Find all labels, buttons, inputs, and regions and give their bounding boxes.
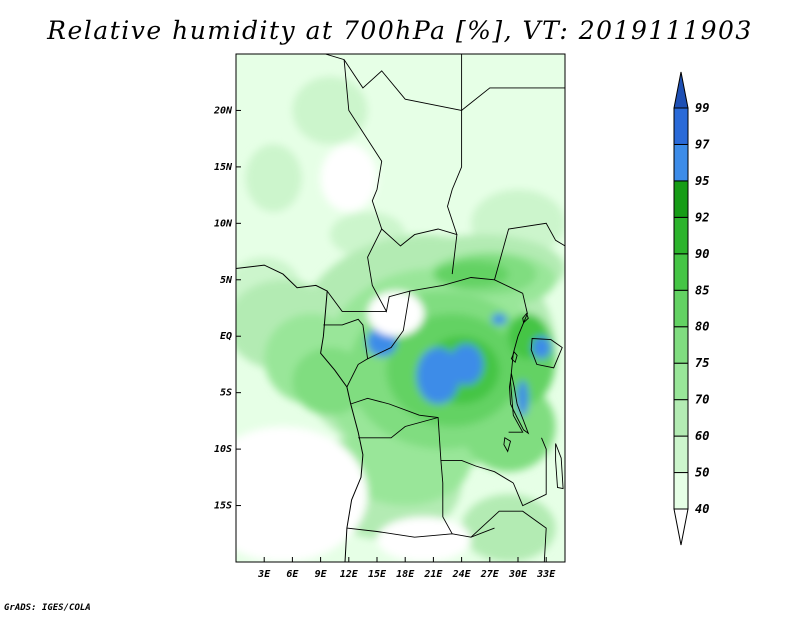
lake-outline bbox=[503, 437, 512, 453]
country-border bbox=[447, 110, 463, 235]
colorbar-label: 95 bbox=[695, 174, 709, 188]
humidity-patch-dry bbox=[377, 516, 471, 562]
colorbar-label: 50 bbox=[695, 466, 709, 480]
country-border bbox=[512, 437, 547, 507]
lat-label: 15S bbox=[214, 501, 232, 512]
colorbar-segment bbox=[673, 435, 689, 474]
lon-label: 6E bbox=[286, 569, 299, 580]
country-border bbox=[470, 510, 547, 562]
lat-label: 5S bbox=[220, 388, 232, 399]
country-border bbox=[461, 87, 565, 111]
map-area bbox=[236, 54, 565, 562]
humidity-patch-dry bbox=[236, 426, 368, 562]
country-border bbox=[494, 222, 565, 280]
colorbar-segment bbox=[673, 143, 689, 182]
lon-label: 18E bbox=[396, 569, 415, 580]
humidity-patch-dry bbox=[320, 144, 377, 213]
lake-outline bbox=[530, 338, 563, 369]
latitude-labels: 20N 15N 10N 5N EQ 5S 10S 15S bbox=[213, 105, 241, 512]
colorbar-label: 70 bbox=[695, 393, 709, 407]
lat-label: 20N bbox=[213, 105, 233, 116]
colorbar-segment bbox=[673, 216, 689, 255]
humidity-patch-l60 bbox=[292, 76, 368, 145]
humidity-patch-blue bbox=[416, 347, 460, 404]
humidity-field bbox=[236, 76, 565, 562]
lake-outline bbox=[509, 373, 530, 435]
lon-label: 3E bbox=[257, 569, 271, 580]
country-border bbox=[367, 291, 411, 360]
humidity-patch-l85 bbox=[433, 260, 509, 288]
humidity-patch-dry bbox=[367, 291, 424, 337]
colorbar-label: 97 bbox=[695, 137, 710, 151]
country-border bbox=[326, 290, 387, 312]
colorbar-label: 92 bbox=[695, 210, 709, 224]
country-border bbox=[323, 318, 369, 388]
country-border bbox=[343, 59, 523, 313]
humidity-patch-blue bbox=[517, 380, 529, 417]
humidity-patch-blue bbox=[449, 344, 484, 385]
grads-credit: GrADS: IGES/COLA bbox=[4, 603, 91, 613]
colorbar: 40 50 60 70 75 80 85 90 92 95 97 99 bbox=[673, 71, 710, 546]
lat-label: 15N bbox=[214, 162, 233, 173]
lon-label: 15E bbox=[368, 569, 387, 580]
country-border bbox=[508, 293, 528, 433]
humidity-patch-blue bbox=[491, 313, 507, 325]
colorbar-segment bbox=[673, 180, 689, 218]
colorbar-label: 40 bbox=[695, 502, 709, 516]
colorbar-segment bbox=[673, 362, 689, 401]
lon-label: 21E bbox=[423, 569, 443, 580]
colorbar-label: 75 bbox=[695, 356, 709, 370]
lon-label: 30E bbox=[508, 569, 528, 580]
country-boundaries bbox=[236, 54, 565, 562]
lat-label: 5N bbox=[220, 275, 233, 286]
lon-label: 33E bbox=[536, 569, 556, 580]
colorbar-label: 85 bbox=[695, 283, 709, 297]
lake-outline bbox=[510, 351, 518, 364]
map-title: Relative humidity at 700hPa [%], VT: 201… bbox=[47, 16, 753, 45]
lat-label: 10N bbox=[214, 218, 233, 229]
colorbar-segment bbox=[673, 399, 689, 437]
country-border bbox=[350, 397, 514, 484]
lat-label: 10S bbox=[214, 444, 232, 455]
colorbar-lower-triangle bbox=[673, 508, 689, 546]
lake-outline bbox=[522, 312, 529, 324]
colorbar-segment bbox=[673, 107, 689, 145]
lon-label: 9E bbox=[315, 569, 328, 580]
map-frame bbox=[235, 53, 566, 563]
colorbar-label: 60 bbox=[695, 429, 709, 443]
lon-label: 24E bbox=[452, 569, 472, 580]
country-border bbox=[346, 527, 495, 538]
colorbar-segment bbox=[673, 253, 689, 291]
lat-label: EQ bbox=[220, 331, 232, 342]
colorbar-segment bbox=[673, 472, 689, 510]
colorbar-label: 90 bbox=[695, 247, 709, 261]
lon-label: 12E bbox=[340, 569, 359, 580]
country-border bbox=[358, 417, 439, 439]
colorbar-segment bbox=[673, 289, 689, 328]
humidity-patch-l70 bbox=[461, 494, 556, 562]
country-border bbox=[440, 460, 453, 535]
humidity-patch-l60 bbox=[245, 144, 302, 213]
lon-label: 27E bbox=[480, 569, 500, 580]
colorbar-label: 99 bbox=[695, 101, 709, 115]
coastline bbox=[236, 264, 364, 562]
colorbar-upper-triangle bbox=[673, 71, 689, 109]
longitude-labels: 3E 6E 9E 12E 15E 18E 21E 24E 27E 30E 33E bbox=[257, 557, 556, 580]
colorbar-label: 80 bbox=[695, 320, 709, 334]
country-border bbox=[381, 228, 458, 275]
humidity-patch-blue bbox=[532, 336, 551, 359]
humidity-patch-l80 bbox=[292, 347, 368, 416]
lake-outline bbox=[555, 443, 564, 490]
colorbar-segment bbox=[673, 326, 689, 364]
